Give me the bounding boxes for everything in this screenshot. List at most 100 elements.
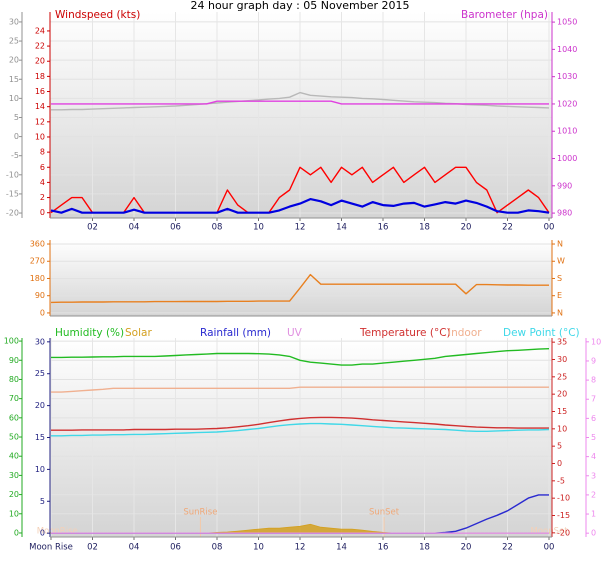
- axis-title: Windspeed (kts): [55, 9, 140, 21]
- y-tick-label: 70: [9, 394, 19, 403]
- y-tick-label: 3: [591, 471, 596, 480]
- legend-label: Dew Point (°C): [503, 327, 580, 339]
- y-tick-label: 0: [14, 528, 19, 537]
- legend-label: Humidity (%): [55, 327, 124, 339]
- chart-title: 24 hour graph day : 05 November 2015: [190, 0, 409, 12]
- y-tick-label: 30: [9, 17, 19, 26]
- legend-label: Temperature (°C): [359, 327, 451, 339]
- x-tick-label: 22: [502, 543, 513, 553]
- y-tick-label: 360: [30, 240, 45, 249]
- legend-label: UV: [287, 327, 303, 339]
- x-tick-label: 12: [295, 543, 306, 553]
- y-tick-label: 15: [35, 433, 45, 442]
- y-tick-label: 10: [35, 465, 45, 474]
- y-tick-label: 80: [9, 375, 19, 384]
- y-tick-label: 35: [557, 338, 567, 347]
- y-tick-label: 16: [35, 87, 45, 96]
- y-tick-label: S: [557, 274, 562, 283]
- y-tick-label: 1010: [557, 127, 577, 136]
- annotation: MoonSet: [530, 527, 568, 537]
- y-tick-label: 8: [40, 148, 45, 157]
- y-tick-label: 1030: [557, 72, 577, 81]
- y-tick-label: 40: [9, 452, 19, 461]
- y-tick-label: 1020: [557, 99, 577, 108]
- x-tick-label: 10: [253, 543, 264, 553]
- y-tick-label: 5: [40, 497, 45, 506]
- x-tick-label: 08: [212, 223, 223, 233]
- series-line: [51, 422, 550, 437]
- y-tick-label: 6: [591, 414, 596, 423]
- x-tick-label: 16: [378, 543, 389, 553]
- legend-label: Rainfall (mm): [200, 327, 271, 339]
- y-tick-label: -5: [11, 151, 19, 160]
- x-tick-label: 20: [461, 543, 472, 553]
- y-tick-label: 9: [591, 356, 596, 365]
- y-tick-label: 20: [35, 401, 45, 410]
- y-tick-label: 4: [591, 452, 596, 461]
- y-tick-label: 1040: [557, 45, 577, 54]
- y-tick-label: 15: [557, 407, 567, 416]
- y-tick-label: 50: [9, 433, 19, 442]
- series-line: [51, 348, 550, 366]
- y-tick-label: 25: [35, 369, 45, 378]
- x-tick-label: 04: [129, 543, 140, 553]
- x-tick-label: 20: [461, 223, 472, 233]
- y-tick-label: 20: [9, 56, 19, 65]
- y-tick-label: 100: [4, 337, 19, 346]
- x-tick-label: 04: [129, 223, 140, 233]
- y-tick-label: 25: [557, 372, 567, 381]
- y-tick-label: 0: [591, 529, 596, 538]
- x-tick-label: 00: [544, 543, 555, 553]
- series-line: [51, 416, 549, 431]
- y-tick-label: 7: [591, 395, 596, 404]
- y-tick-label: 6: [40, 163, 45, 172]
- y-tick-label: 1000: [557, 154, 577, 163]
- y-tick-label: N: [557, 240, 563, 249]
- plot-background: [50, 12, 552, 218]
- y-tick-label: E: [557, 291, 562, 300]
- x-tick-label: 18: [419, 543, 430, 553]
- y-tick-label: 30: [557, 355, 567, 364]
- series-line: [50, 198, 550, 214]
- y-tick-label: 10: [557, 424, 567, 433]
- y-tick-label: 20: [557, 390, 567, 399]
- y-tick-label: -15: [6, 189, 19, 198]
- y-tick-label: 0: [40, 529, 45, 538]
- x-tick-label: 12: [295, 223, 306, 233]
- y-tick-label: 10: [9, 94, 19, 103]
- series-line: [50, 273, 549, 304]
- y-tick-label: 90: [9, 356, 19, 365]
- x-tick-label: 02: [87, 223, 98, 233]
- y-tick-label: 0: [14, 132, 19, 141]
- x-tick-label: 00: [544, 223, 555, 233]
- y-tick-label: 180: [30, 274, 45, 283]
- x-tick-label: 14: [336, 223, 347, 233]
- y-tick-label: -20: [6, 209, 19, 218]
- y-tick-label: 1: [591, 510, 596, 519]
- series-line: [51, 386, 549, 393]
- y-tick-label: -20: [557, 528, 570, 537]
- x-tick-label: 02: [87, 543, 98, 553]
- y-tick-label: 4: [40, 178, 45, 187]
- x-tick-label: 08: [212, 543, 223, 553]
- y-tick-label: 2: [591, 490, 596, 499]
- y-tick-label: 270: [30, 257, 45, 266]
- y-tick-label: 10: [9, 509, 19, 518]
- annotation: SunSet: [369, 508, 400, 518]
- y-tick-label: 24: [35, 26, 45, 35]
- x-tick-label: Moon Rise: [29, 543, 73, 553]
- y-tick-label: 90: [35, 291, 45, 300]
- y-tick-label: 15: [9, 75, 19, 84]
- x-tick-label: 14: [336, 543, 347, 553]
- y-tick-label: 12: [35, 117, 45, 126]
- y-tick-label: 5: [591, 433, 596, 442]
- y-tick-label: 2: [40, 193, 45, 202]
- y-tick-label: 10: [35, 132, 45, 141]
- y-tick-label: 0: [40, 208, 45, 217]
- y-tick-label: 22: [35, 42, 45, 51]
- y-tick-label: 30: [9, 471, 19, 480]
- series-line: [51, 100, 549, 105]
- y-tick-label: 60: [9, 413, 19, 422]
- y-tick-label: -10: [557, 494, 570, 503]
- y-tick-label: -15: [557, 511, 570, 520]
